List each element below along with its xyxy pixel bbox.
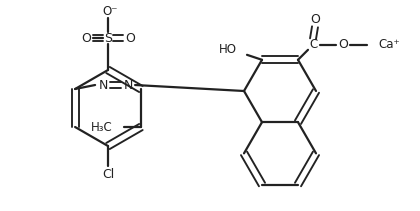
Text: O⁻: O⁻ bbox=[102, 4, 118, 18]
Text: Ca⁺: Ca⁺ bbox=[378, 38, 399, 51]
Text: H₃C: H₃C bbox=[91, 120, 113, 134]
Text: N: N bbox=[123, 78, 133, 92]
Text: S: S bbox=[104, 31, 112, 45]
Text: C: C bbox=[309, 38, 317, 51]
Text: O: O bbox=[81, 31, 91, 45]
Text: O: O bbox=[338, 38, 348, 51]
Text: O: O bbox=[310, 13, 320, 26]
Text: Cl: Cl bbox=[102, 168, 114, 180]
Text: HO: HO bbox=[219, 43, 237, 56]
Text: N: N bbox=[98, 78, 108, 92]
Text: O: O bbox=[125, 31, 135, 45]
